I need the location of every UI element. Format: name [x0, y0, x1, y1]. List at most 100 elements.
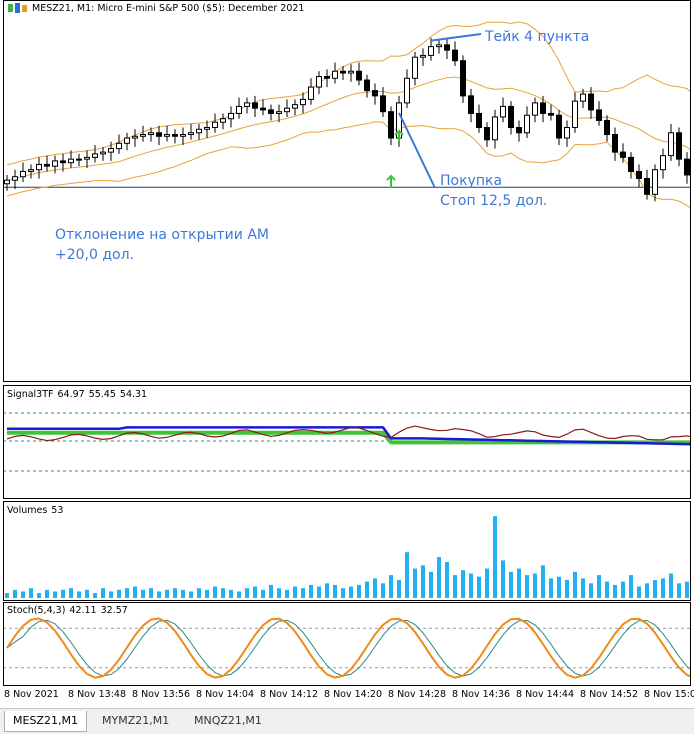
- volume-bar: [357, 584, 361, 598]
- volume-bar: [85, 589, 89, 598]
- main-chart-header: MESZ21, M1: Micro E-mini S&P 500 ($5): D…: [7, 2, 308, 14]
- volumes-header: Volumes 53: [7, 505, 67, 516]
- time-label: 8 Nov 14:04: [196, 689, 255, 700]
- bullish-candle: [660, 155, 666, 171]
- bearish-candle: [388, 111, 394, 139]
- tab-mesz21[interactable]: MESZ21,M1: [4, 711, 87, 732]
- volume-bar: [69, 588, 73, 598]
- volume-bar: [661, 578, 665, 598]
- volume-bar: [253, 586, 257, 598]
- bearish-candle: [588, 93, 594, 111]
- volume-bar: [117, 589, 121, 598]
- volume-bar: [581, 578, 585, 598]
- volume-bar: [677, 583, 681, 598]
- bearish-candle: [444, 44, 450, 51]
- volume-bar: [597, 575, 601, 598]
- bullish-candle: [276, 111, 282, 114]
- volume-bar: [637, 586, 641, 598]
- bearish-candle: [372, 90, 378, 97]
- bullish-candle: [228, 112, 234, 120]
- bullish-candle: [244, 102, 250, 107]
- price-chart-svg: [3, 21, 691, 209]
- volume-bar: [629, 575, 633, 598]
- signal-red-line: [6, 425, 691, 442]
- tab-mnqz21[interactable]: MNQZ21,M1: [194, 714, 262, 727]
- volume-bar: [485, 568, 489, 598]
- deviation-annotation: Отклонение на открытии АМ: [55, 227, 269, 243]
- bullish-candle: [436, 44, 442, 48]
- bearish-candle: [540, 102, 546, 114]
- bullish-candle: [220, 118, 226, 123]
- volume-bar: [341, 588, 345, 598]
- bearish-candle: [676, 132, 682, 160]
- volume-bar: [269, 584, 273, 598]
- stochastic-pane[interactable]: Stoch(5,4,3) 42.11 32.57: [3, 603, 691, 685]
- volume-bar: [141, 589, 145, 598]
- volume-bar: [285, 589, 289, 598]
- bearish-candle: [268, 109, 274, 114]
- signal3tf-value-2: 55.45: [88, 389, 116, 400]
- volumes-svg: [5, 516, 689, 598]
- volumes-pane[interactable]: Volumes 53: [3, 503, 691, 600]
- bearish-candle: [548, 112, 554, 116]
- bullish-candle: [124, 137, 130, 144]
- volume-bar: [245, 588, 249, 598]
- bearish-candle: [156, 132, 162, 137]
- signal3tf-pane[interactable]: Signal3TF 64.97 55.45 54.31: [3, 387, 691, 498]
- volume-bar: [13, 589, 17, 598]
- bullish-candle: [76, 158, 82, 161]
- bullish-candle: [532, 102, 538, 116]
- volume-bar: [493, 516, 497, 598]
- volume-bar: [277, 588, 281, 598]
- bearish-candle: [252, 102, 258, 109]
- bearish-candle: [460, 60, 466, 97]
- volumes-value: 53: [51, 505, 64, 516]
- bearish-candle: [44, 163, 50, 167]
- volume-bar: [365, 581, 369, 598]
- volume-bar: [333, 584, 337, 598]
- bearish-candle: [684, 158, 690, 176]
- bearish-candle: [60, 160, 66, 164]
- tab-mymz21[interactable]: MYMZ21,M1: [102, 714, 170, 727]
- signal3tf-header: Signal3TF 64.97 55.45 54.31: [7, 389, 151, 400]
- bullish-candle: [332, 70, 338, 79]
- volume-bar: [501, 560, 505, 598]
- volume-bar: [605, 581, 609, 598]
- stochastic-value-1: 42.11: [69, 605, 97, 616]
- bullish-candle: [36, 163, 42, 171]
- volume-bar: [149, 588, 153, 598]
- bullish-candle: [116, 142, 122, 150]
- bullish-candle: [12, 176, 18, 181]
- bullish-candle: [292, 104, 298, 109]
- bullish-candle: [108, 148, 114, 153]
- volume-bar: [101, 588, 105, 598]
- bearish-candle: [324, 76, 330, 79]
- volume-bar: [37, 593, 41, 598]
- bullish-candle: [68, 158, 74, 164]
- bearish-candle: [468, 95, 474, 114]
- bullish-candle: [4, 179, 10, 185]
- bullish-candle: [84, 156, 90, 160]
- time-label: 8 Nov 14:52: [580, 689, 639, 700]
- signal3tf-value-3: 54.31: [119, 389, 148, 400]
- volume-bar: [205, 589, 209, 598]
- bullish-candle: [348, 70, 354, 74]
- volume-bar: [645, 583, 649, 598]
- time-label: 8 Nov 14:36: [452, 689, 511, 700]
- bullish-candle: [212, 121, 218, 128]
- bollinger-middle-band: [6, 76, 691, 181]
- bollinger-lower-band: [6, 121, 691, 209]
- volume-bar: [589, 583, 593, 598]
- volume-bar: [461, 570, 465, 598]
- bullish-candle: [284, 107, 290, 113]
- time-label: 8 Nov 14:44: [516, 689, 575, 700]
- bearish-candle: [644, 177, 650, 195]
- volume-bar: [93, 593, 97, 598]
- price-chart-pane[interactable]: MESZ21, M1: Micro E-mini S&P 500 ($5): D…: [3, 0, 691, 381]
- volume-bar: [301, 588, 305, 598]
- volume-bar: [173, 588, 177, 598]
- volume-bar: [61, 589, 65, 598]
- volume-bar: [469, 573, 473, 598]
- bullish-candle: [180, 134, 186, 137]
- volume-bar: [557, 576, 561, 598]
